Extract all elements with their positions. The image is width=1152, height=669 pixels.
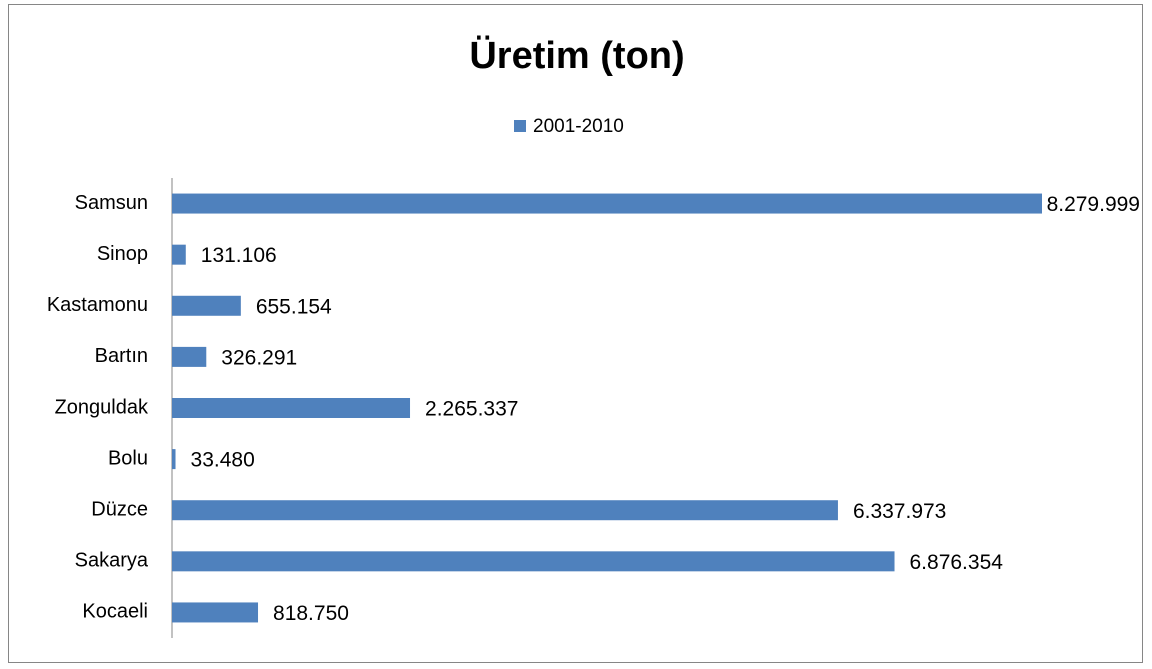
bar bbox=[172, 295, 241, 316]
data-label: 131.106 bbox=[201, 244, 277, 267]
bar bbox=[172, 449, 176, 470]
y-tick-label: Düzce bbox=[91, 499, 148, 521]
y-tick-label: Bolu bbox=[108, 447, 148, 469]
data-label: 8.279.999 bbox=[1047, 193, 1140, 216]
y-tick-label: Bartın bbox=[95, 345, 148, 367]
legend-swatch bbox=[514, 120, 526, 132]
data-label: 655.154 bbox=[256, 295, 332, 318]
bar bbox=[172, 551, 895, 572]
y-tick-label: Zonguldak bbox=[55, 396, 149, 418]
y-tick-label: Kastamonu bbox=[47, 294, 148, 316]
bar bbox=[172, 398, 411, 418]
bar bbox=[172, 244, 186, 265]
y-tick-label: Samsun bbox=[75, 192, 148, 214]
data-label: 818.750 bbox=[273, 602, 349, 625]
bar bbox=[172, 500, 838, 521]
data-label: 6.876.354 bbox=[910, 551, 1004, 574]
y-tick-label: Kocaeli bbox=[82, 601, 148, 623]
data-label: 6.337.973 bbox=[853, 500, 946, 523]
y-tick-label: Sinop bbox=[97, 243, 148, 265]
legend-label: 2001-2010 bbox=[533, 116, 624, 137]
data-label: 326.291 bbox=[221, 346, 297, 369]
data-label: 2.265.337 bbox=[425, 398, 518, 421]
bar bbox=[172, 193, 1042, 214]
data-label: 33.480 bbox=[191, 449, 255, 472]
bar bbox=[172, 602, 259, 623]
chart-title: Üretim (ton) bbox=[469, 34, 684, 77]
y-tick-label: Sakarya bbox=[75, 550, 149, 572]
bar bbox=[172, 346, 207, 367]
